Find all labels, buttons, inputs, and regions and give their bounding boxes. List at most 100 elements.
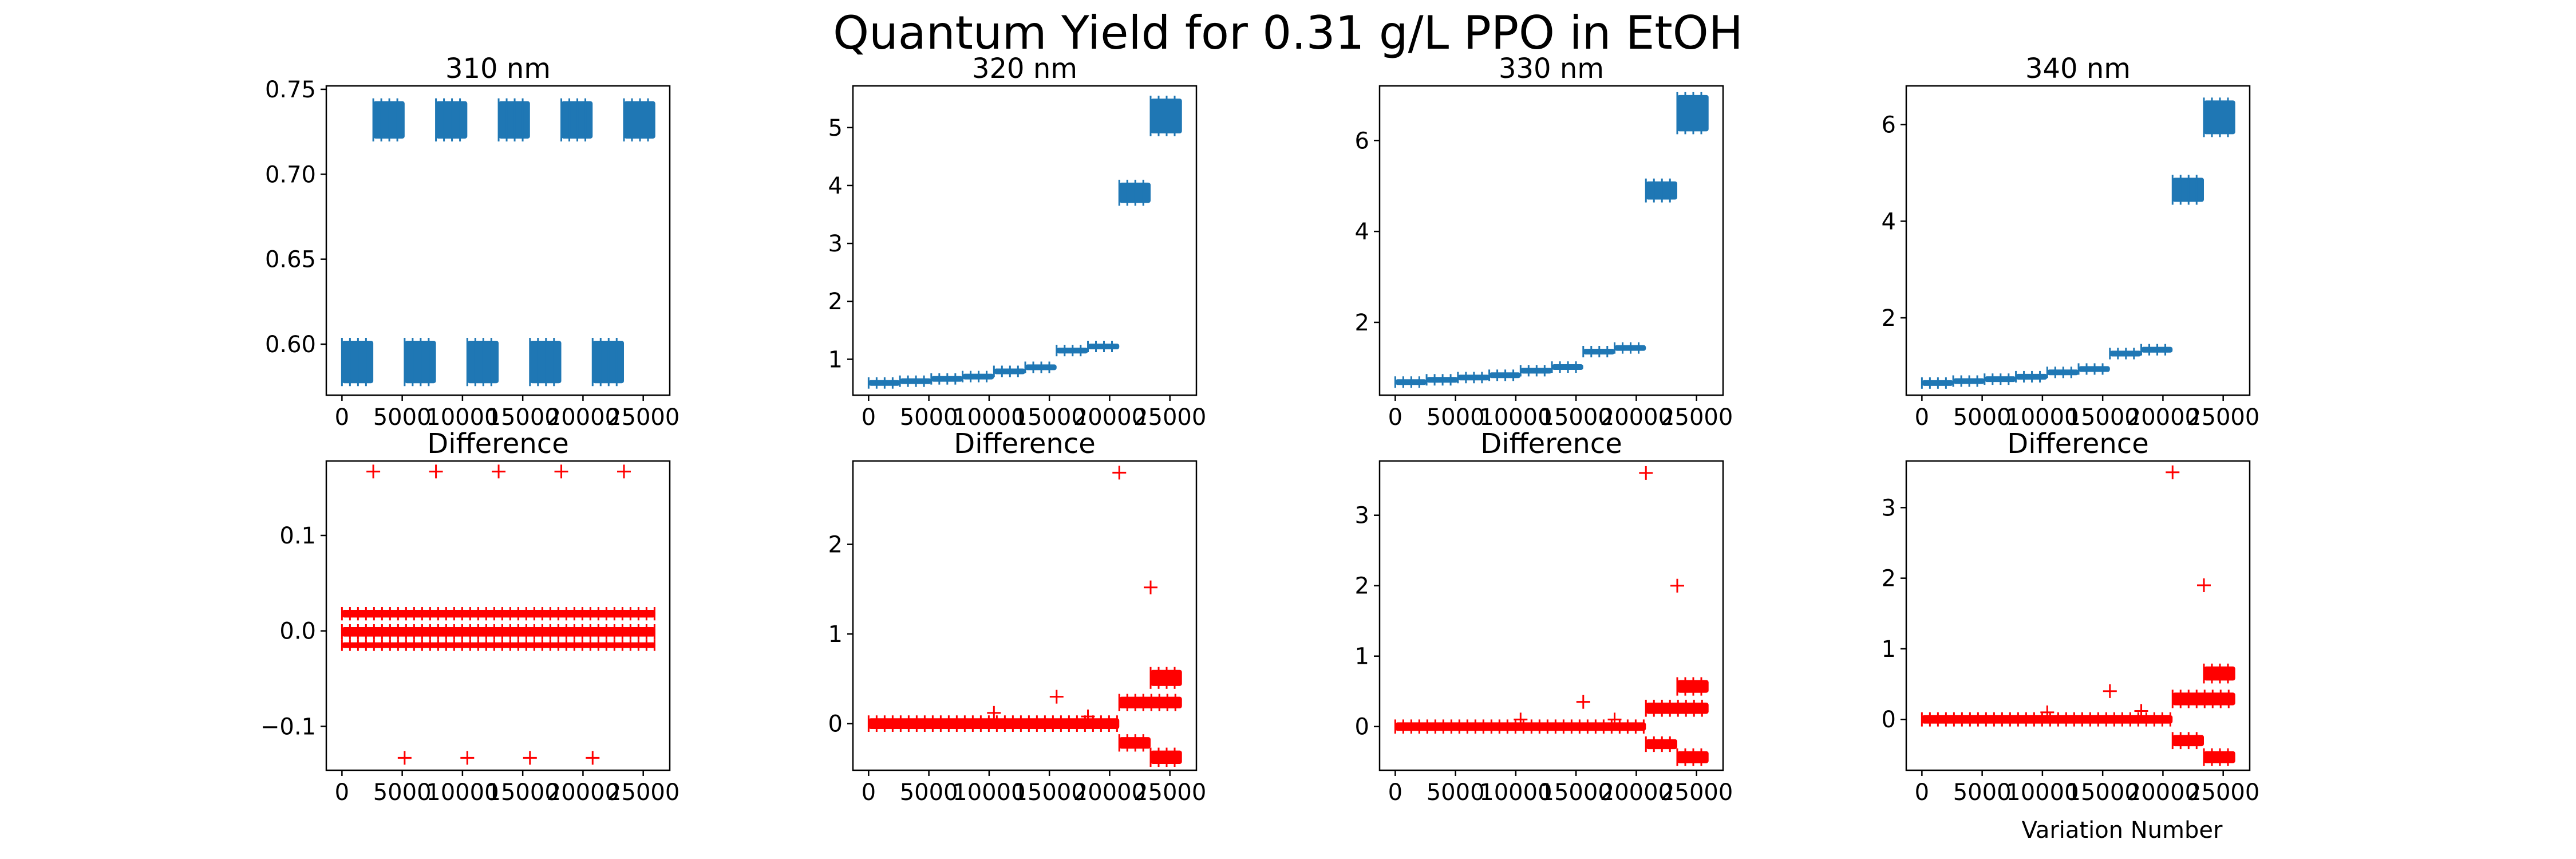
- y-tick-label: 0: [1882, 707, 1896, 733]
- x-tick-label: 5000: [373, 404, 432, 431]
- x-tick-label: 5000: [1953, 779, 2012, 806]
- data-band: [868, 718, 1120, 729]
- data-band: [342, 627, 655, 637]
- x-tick-label: 25000: [607, 779, 679, 806]
- subplot-title: 340 nm: [2025, 53, 2131, 85]
- data-series: [1394, 466, 1709, 766]
- data-point: [586, 751, 600, 765]
- y-tick-label: 2: [828, 289, 843, 315]
- x-tick-label: 0: [1388, 404, 1402, 431]
- axes-frame: [1378, 85, 1724, 396]
- x-tick-label: 10000: [953, 779, 1025, 806]
- data-point: [2134, 704, 2148, 718]
- y-tick-label: 1: [1355, 644, 1369, 670]
- x-tick-label: 0: [1388, 779, 1402, 806]
- x-tick-label: 20000: [1073, 779, 1146, 806]
- y-tick-label: 6: [1355, 128, 1369, 154]
- y-tick-label: 3: [1355, 503, 1369, 529]
- data-point: [429, 464, 443, 479]
- x-tick-label: 10000: [2006, 404, 2079, 431]
- x-tick-label: 15000: [2067, 404, 2139, 431]
- x-tick-label: 15000: [1013, 779, 1086, 806]
- y-tick-label: 0: [828, 711, 843, 738]
- data-point: [460, 751, 475, 765]
- x-tick-label: 10000: [1479, 779, 1552, 806]
- x-tick-label: 0: [862, 779, 876, 806]
- data-band: [1922, 715, 2173, 724]
- x-tick-label: 5000: [1427, 404, 1485, 431]
- y-tick-label: 3: [828, 231, 843, 257]
- x-tick-label: 20000: [2127, 404, 2199, 431]
- data-point: [1670, 578, 1684, 593]
- x-tick-label: 0: [1915, 404, 1929, 431]
- y-tick-label: 0.70: [265, 161, 316, 188]
- y-tick-label: 4: [828, 173, 843, 199]
- x-tick-label: 20000: [2127, 779, 2199, 806]
- subplot-grid: 310 nm0 5000100001500020000250000.600.650…: [260, 53, 2259, 806]
- y-tick-label: 0.65: [265, 247, 316, 273]
- y-tick-label: −0.1: [260, 714, 316, 740]
- data-point: [1576, 695, 1590, 709]
- data-series: [1921, 97, 2235, 389]
- axes-frame: [1905, 85, 2251, 396]
- data-point: [2103, 684, 2117, 698]
- y-tick-label: 0.0: [279, 618, 316, 645]
- x-tick-label: 10000: [953, 404, 1025, 431]
- x-tick-label: 5000: [900, 779, 958, 806]
- x-tick-label: 20000: [1600, 404, 1673, 431]
- axes-frame: [1905, 460, 2251, 771]
- data-point: [366, 464, 381, 479]
- y-tick-label: 2: [828, 532, 843, 558]
- x-tick-label: 25000: [1660, 404, 1733, 431]
- y-tick-label: 1: [828, 621, 843, 648]
- y-tick-label: 2: [1355, 310, 1369, 336]
- data-series: [1921, 465, 2235, 766]
- data-point: [1639, 466, 1653, 480]
- x-tick-label: 10000: [426, 779, 499, 806]
- x-tick-label: 0: [1915, 779, 1929, 806]
- subplot-title: 330 nm: [1499, 53, 1604, 85]
- x-tick-label: 25000: [1133, 779, 1206, 806]
- x-tick-label: 5000: [900, 404, 958, 431]
- x-tick-label: 15000: [487, 404, 559, 431]
- subplot-title: Difference: [2007, 428, 2148, 460]
- x-tick-label: 20000: [1073, 404, 1146, 431]
- data-band: [1395, 722, 1646, 731]
- data-band: [342, 642, 655, 648]
- x-tick-label: 25000: [1133, 404, 1206, 431]
- data-point: [2166, 465, 2180, 479]
- y-tick-label: 1: [1882, 636, 1896, 663]
- x-tick-label: 15000: [487, 779, 559, 806]
- y-tick-label: 2: [1355, 573, 1369, 600]
- y-tick-label: 4: [1355, 219, 1369, 245]
- y-tick-label: 0.60: [265, 332, 316, 358]
- y-tick-label: 4: [1882, 208, 1896, 235]
- axes-frame: [325, 460, 671, 771]
- axes-frame: [1378, 460, 1724, 771]
- x-tick-label: 5000: [1427, 779, 1485, 806]
- y-tick-label: 1: [828, 346, 843, 373]
- data-series: [341, 98, 655, 387]
- data-series: [867, 96, 1182, 389]
- subplot-title: Difference: [427, 428, 568, 460]
- x-tick-label: 0: [335, 404, 349, 431]
- data-point: [1514, 712, 1528, 727]
- data-point: [617, 464, 631, 479]
- x-tick-label: 25000: [2187, 404, 2259, 431]
- data-point: [2040, 705, 2055, 719]
- y-tick-label: 0: [1355, 714, 1369, 740]
- y-tick-label: 2: [1882, 305, 1896, 332]
- x-tick-label: 5000: [1953, 404, 2012, 431]
- subplot-title: 310 nm: [445, 53, 551, 85]
- data-point: [1049, 689, 1064, 704]
- subplot-title: 320 nm: [972, 53, 1077, 85]
- y-tick-label: 3: [1882, 495, 1896, 521]
- y-tick-label: 5: [828, 115, 843, 141]
